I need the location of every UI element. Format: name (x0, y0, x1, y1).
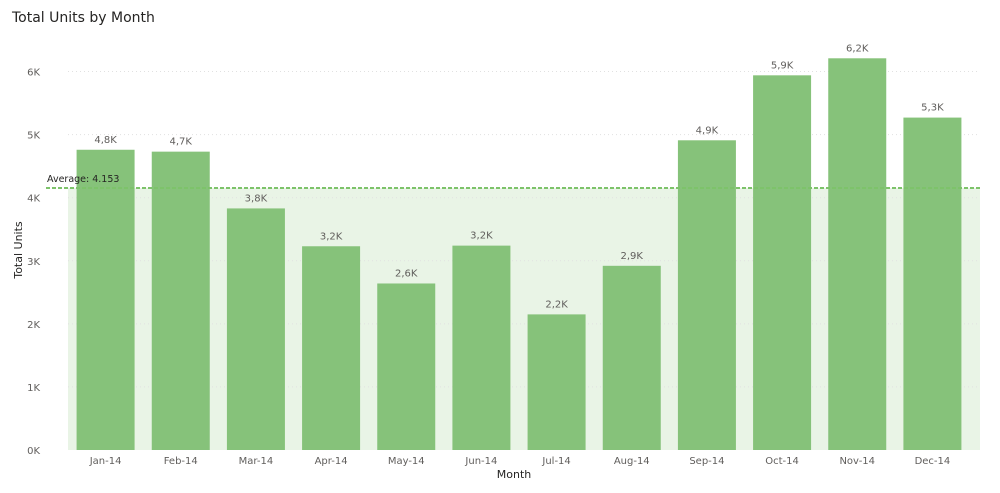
y-axis-ticks: 0K 1K 2K 3K 4K 5K 6K (27, 68, 40, 457)
x-tick-label: Jun-14 (464, 456, 497, 467)
data-label: 3,2K (320, 231, 343, 242)
bar-apr-14[interactable] (302, 246, 361, 450)
data-label: 3,8K (245, 193, 268, 204)
data-label: 4,8K (94, 135, 117, 146)
bar-aug-14[interactable] (602, 265, 661, 450)
data-label: 5,9K (771, 60, 794, 71)
y-tick-label: 6K (27, 68, 40, 79)
bar-dec-14[interactable] (903, 117, 962, 450)
bar-oct-14[interactable] (753, 75, 812, 451)
x-tick-label: Jan-14 (89, 456, 122, 467)
gridlines (68, 71, 980, 388)
bar-jun-14[interactable] (452, 245, 511, 450)
y-tick-label: 3K (27, 257, 40, 268)
bar-may-14[interactable] (377, 283, 436, 450)
x-tick-label: Sep-14 (689, 456, 724, 467)
bar-mar-14[interactable] (226, 208, 285, 450)
data-label: 4,7K (170, 137, 193, 148)
bar-jan-14[interactable] (76, 149, 135, 450)
bar-sep-14[interactable] (677, 140, 736, 451)
x-axis-ticks: Jan-14 Feb-14 Mar-14 Apr-14 May-14 Jun-14 Jul-… (89, 456, 951, 467)
y-tick-label: 2K (27, 320, 40, 331)
data-labels: 4,8K 4,7K 3,8K 3,2K 2,6K 3,2K 2,2K 2,9K 4,9K 5,9K… (94, 43, 944, 310)
data-label: 2,9K (621, 251, 644, 262)
x-tick-label: Mar-14 (239, 456, 274, 467)
x-axis-title: Month (497, 468, 532, 481)
x-tick-label: Dec-14 (915, 456, 951, 467)
bar-feb-14[interactable] (151, 151, 210, 450)
bar-jul-14[interactable] (527, 314, 586, 450)
y-axis-title: Total Units (12, 221, 25, 280)
bars (76, 58, 962, 451)
y-tick-label: 4K (27, 194, 40, 205)
y-tick-label: 1K (27, 383, 40, 394)
chart-title: Total Units by Month (12, 10, 155, 26)
data-label: 2,6K (395, 268, 418, 279)
x-tick-label: Feb-14 (164, 456, 198, 467)
x-tick-label: Apr-14 (315, 456, 348, 467)
data-label: 6,2K (846, 43, 869, 54)
data-label: 5,3K (921, 103, 944, 114)
x-tick-label: Aug-14 (614, 456, 650, 467)
average-label: Average: 4.153 (47, 174, 119, 185)
average-band (68, 188, 980, 450)
y-tick-label: 5K (27, 131, 40, 142)
data-label: 3,2K (470, 231, 493, 242)
bar-nov-14[interactable] (828, 58, 887, 451)
x-tick-label: May-14 (388, 456, 425, 467)
x-tick-label: Jul-14 (541, 456, 570, 467)
data-label: 2,2K (545, 299, 568, 310)
x-tick-label: Oct-14 (765, 456, 799, 467)
data-label: 4,9K (696, 125, 719, 136)
x-tick-label: Nov-14 (839, 456, 875, 467)
y-tick-label: 0K (27, 446, 40, 457)
